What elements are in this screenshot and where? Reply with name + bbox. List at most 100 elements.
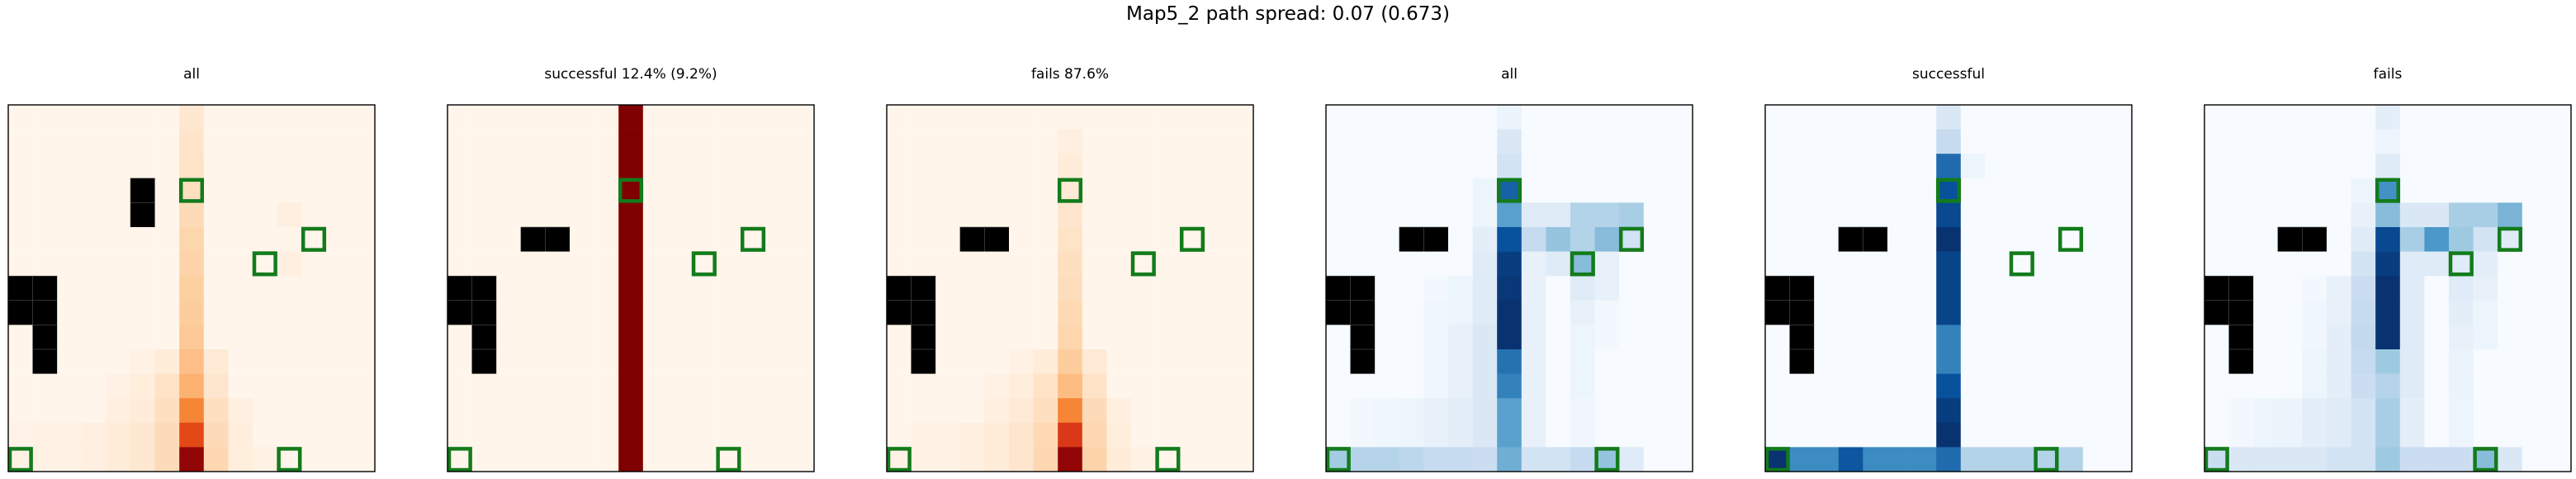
heatmap-cell [570, 178, 594, 203]
heatmap-cell [1131, 349, 1156, 374]
heatmap-cell [2058, 276, 2084, 301]
heatmap-cell [1033, 300, 1058, 325]
heatmap-cell [2107, 373, 2133, 399]
heatmap-cell [1814, 276, 1840, 301]
heatmap-cell [301, 178, 327, 203]
heatmap-cell [642, 422, 668, 448]
heatmap-cell [2498, 422, 2523, 448]
heatmap-cell [471, 422, 497, 448]
heatmap-cell [1082, 349, 1107, 374]
heatmap-cell [2253, 447, 2279, 472]
heatmap-cell [228, 178, 253, 203]
heatmap-cell [618, 154, 644, 179]
heatmap-cell [154, 251, 180, 277]
heatmap-cell [520, 154, 546, 179]
heatmap-cell [1936, 349, 1962, 374]
heatmap-cell [1229, 300, 1254, 325]
heatmap-cell [1180, 227, 1205, 252]
heatmap-cell [1106, 349, 1132, 374]
heatmap-cell [1911, 202, 1937, 228]
heatmap-cell [1082, 178, 1107, 203]
heatmap-cell [1619, 154, 1645, 179]
heatmap-cell [984, 349, 1010, 374]
heatmap-cell [2277, 349, 2303, 374]
heatmap-cell [57, 349, 83, 374]
heatmap-cell [1594, 349, 1620, 374]
heatmap-cell [2107, 227, 2133, 252]
heatmap-cell [2424, 154, 2450, 179]
heatmap-cell [496, 325, 522, 350]
heatmap-cell [2522, 202, 2547, 228]
heatmap-cell [1009, 398, 1034, 424]
heatmap-cell [642, 349, 668, 374]
heatmap-cell [1546, 105, 1571, 130]
heatmap-cell [692, 325, 717, 350]
heatmap-cell [959, 349, 985, 374]
heatmap-cell [1497, 447, 1522, 472]
heatmap-cell [959, 276, 985, 301]
heatmap-cell [594, 422, 619, 448]
heatmap-cell [496, 227, 522, 252]
heatmap-cell [1180, 349, 1205, 374]
heatmap-cell [667, 349, 693, 374]
obstacle-cell [32, 275, 58, 301]
heatmap-cell [984, 202, 1010, 228]
heatmap-cell [2253, 178, 2279, 203]
heatmap-cell [1546, 349, 1571, 374]
heatmap-cell [642, 105, 668, 130]
heatmap-cell [1863, 325, 1888, 350]
heatmap-cell [325, 129, 351, 154]
heatmap-cell [1570, 202, 1595, 228]
heatmap-cell [2204, 154, 2229, 179]
heatmap-cell [1131, 422, 1156, 448]
heatmap-cell [1082, 105, 1107, 130]
heatmap-cell [1911, 373, 1937, 399]
heatmap-cell [1229, 398, 1254, 424]
heatmap-cell [667, 276, 693, 301]
heatmap-cell [1789, 398, 1815, 424]
heatmap-cell [1985, 276, 2010, 301]
heatmap-cell [716, 422, 741, 448]
heatmap-cell [1765, 129, 1790, 154]
obstacle-cell [545, 226, 571, 253]
heatmap-cell [667, 227, 693, 252]
heatmap-cell [2034, 105, 2059, 130]
heatmap-cell [2327, 251, 2351, 277]
heatmap-cell [2010, 349, 2034, 374]
heatmap-cell [350, 300, 376, 325]
heatmap-cell [1009, 129, 1034, 154]
heatmap-cell [2302, 422, 2327, 448]
heatmap-cell [1765, 325, 1790, 350]
heatmap-cell [545, 276, 571, 301]
heatmap-cell [447, 105, 472, 130]
heatmap-cell [2399, 105, 2425, 130]
heatmap-cell [1472, 178, 1498, 203]
obstacle-cell [2228, 300, 2254, 325]
heatmap-cell [1399, 105, 1424, 130]
heatmap-cell [1497, 349, 1522, 374]
heatmap-cell [350, 202, 376, 228]
heatmap-cell [1180, 422, 1205, 448]
heatmap-cell [935, 325, 961, 350]
heatmap-cell [2010, 422, 2034, 448]
heatmap-cell [1814, 202, 1840, 228]
heatmap-cell [692, 178, 717, 203]
heatmap-cell [2424, 300, 2450, 325]
heatmap-cell [32, 154, 58, 179]
heatmap-cell [496, 276, 522, 301]
heatmap-cell [911, 154, 936, 179]
goal-marker [886, 447, 912, 472]
heatmap-cell [2107, 325, 2133, 350]
heatmap-cell [1229, 129, 1254, 154]
heatmap-cell [911, 447, 936, 472]
heatmap-cell [471, 251, 497, 277]
heatmap-cell [2253, 154, 2279, 179]
heatmap-cell [1326, 154, 1351, 179]
heatmap-cell [1985, 325, 2010, 350]
heatmap-cell [2424, 202, 2450, 228]
heatmap-cell [2546, 398, 2572, 424]
heatmap-cell [692, 422, 717, 448]
heatmap-cell [716, 276, 741, 301]
heatmap-cell [253, 178, 277, 203]
heatmap-cell [2546, 276, 2572, 301]
